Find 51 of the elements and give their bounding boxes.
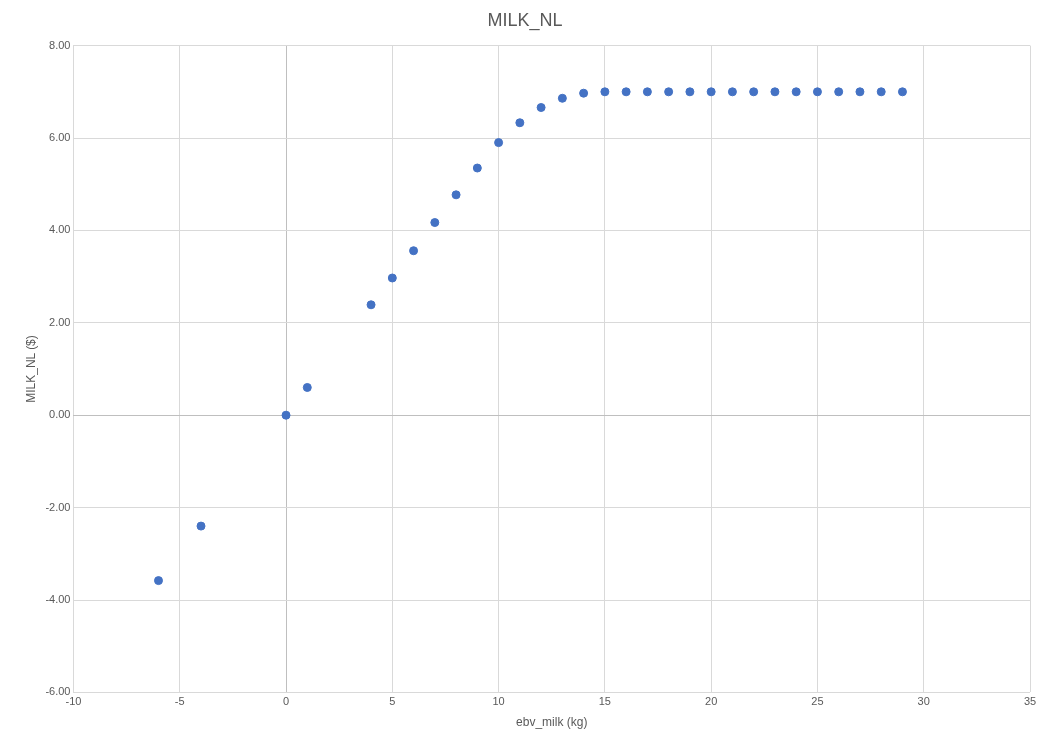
y-tick-label: -6.00 (45, 685, 71, 698)
y-tick-label: 8.00 (49, 38, 71, 51)
point (154, 576, 163, 586)
x-tick-label: 0 (282, 695, 290, 708)
point (281, 410, 291, 420)
chart-title: MILK_NL (487, 9, 563, 31)
x-tick-label: 25 (811, 695, 824, 708)
x-tick-label: 30 (917, 695, 930, 708)
x-axis-title: ebv_milk (kg) (516, 715, 588, 730)
point (494, 138, 504, 148)
point (536, 103, 546, 113)
point (451, 190, 461, 200)
point (621, 87, 631, 97)
point (897, 87, 907, 97)
x-tick-label: 15 (598, 695, 611, 708)
x-tick-label: 5 (389, 695, 396, 708)
point (557, 93, 567, 103)
point (642, 87, 652, 97)
x-tick-label: 20 (705, 695, 718, 708)
y-tick-label: 0.00 (49, 408, 71, 421)
point (366, 300, 376, 310)
x-tick-label: -10 (65, 695, 82, 708)
point (515, 118, 525, 128)
y-tick-label: 4.00 (49, 223, 71, 236)
point (302, 382, 312, 392)
y-tick-label: -2.00 (45, 500, 71, 513)
point (812, 87, 822, 97)
point (685, 87, 695, 97)
point (834, 87, 844, 97)
x-tick-label: 35 (1023, 695, 1037, 708)
y-tick-label: -4.00 (45, 593, 71, 606)
point (727, 87, 737, 97)
point (430, 218, 440, 228)
point (196, 521, 206, 531)
point (387, 273, 397, 283)
x-tick-label: -5 (174, 695, 185, 708)
y-tick-label: 6.00 (49, 131, 71, 144)
point (855, 87, 865, 97)
point (600, 87, 610, 97)
y-tick-label: 2.00 (49, 315, 71, 328)
point (664, 87, 674, 97)
point (579, 88, 589, 98)
point (706, 87, 716, 97)
point (791, 87, 801, 97)
y-axis-title: MILK_NL ($) (23, 335, 38, 403)
point (770, 87, 780, 97)
point (749, 87, 759, 97)
point (409, 246, 419, 256)
x-tick-label: 10 (492, 695, 505, 708)
point (472, 163, 482, 173)
point (876, 87, 886, 97)
